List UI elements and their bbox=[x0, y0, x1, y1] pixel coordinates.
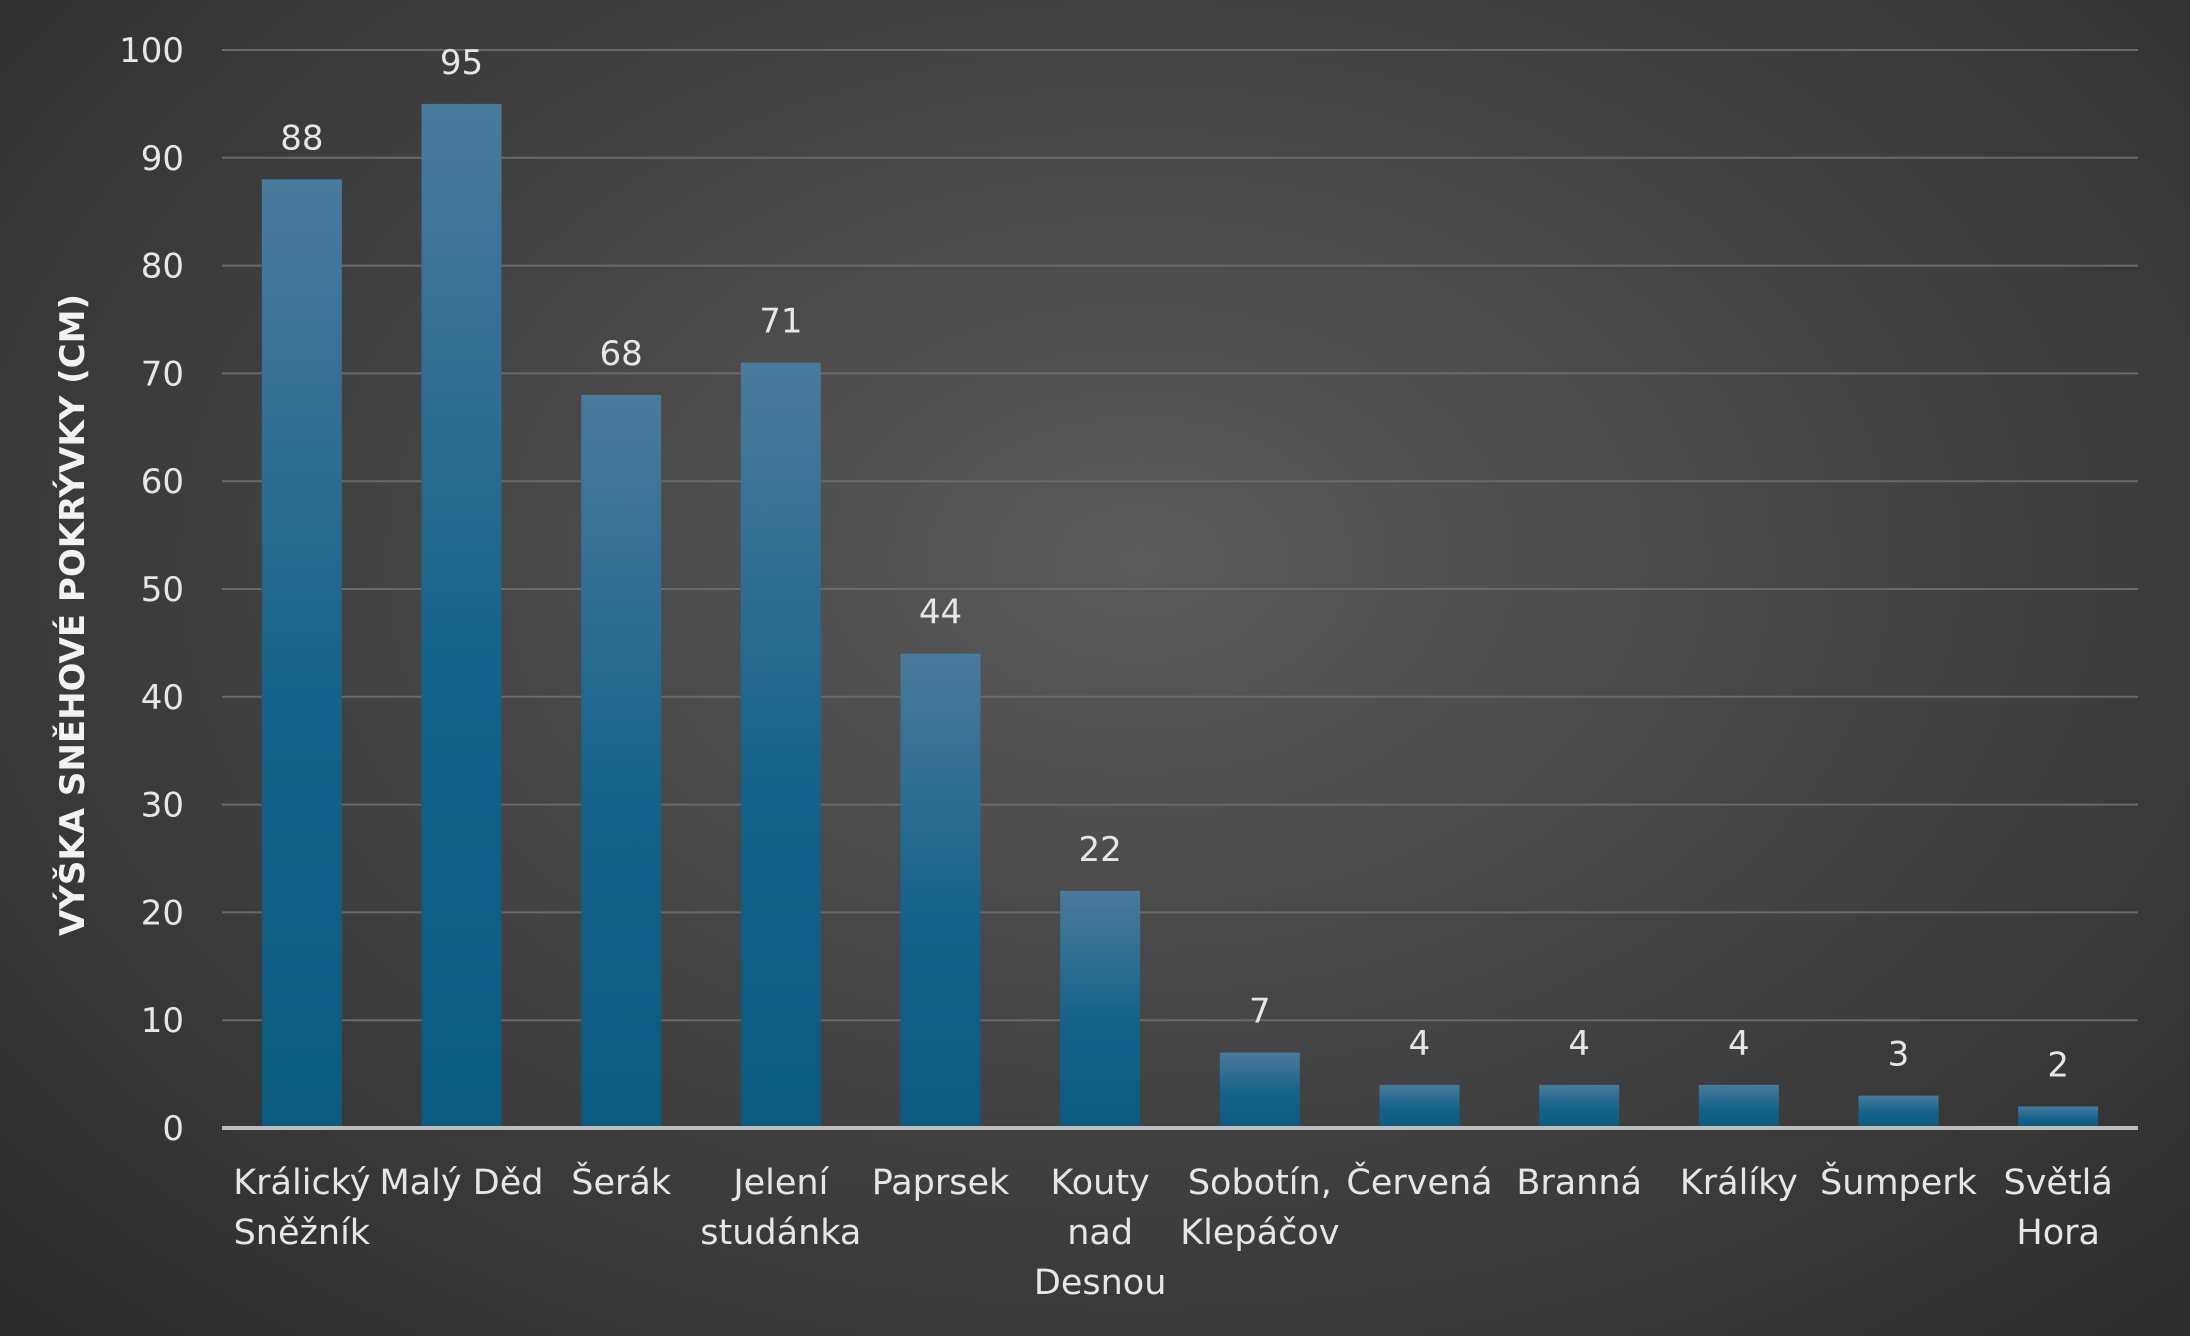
y-tick-label: 70 bbox=[141, 354, 184, 394]
data-label: 88 bbox=[280, 118, 323, 158]
bar bbox=[1219, 1052, 1300, 1128]
category-label: Paprsek bbox=[872, 1163, 1010, 1203]
category-label: Jelení studánka bbox=[700, 1163, 861, 1253]
category-label: Králický Sněžník bbox=[233, 1163, 371, 1253]
data-label: 95 bbox=[440, 43, 483, 83]
y-tick-label: 30 bbox=[141, 786, 184, 826]
category-label: Malý Děd bbox=[380, 1163, 544, 1203]
data-label: 4 bbox=[1568, 1024, 1590, 1064]
data-label: 4 bbox=[1728, 1024, 1750, 1064]
y-tick-label: 40 bbox=[141, 678, 184, 718]
category-label: Šumperk bbox=[1820, 1161, 1978, 1203]
bar bbox=[421, 103, 502, 1128]
bar bbox=[1060, 890, 1141, 1128]
y-tick-label: 100 bbox=[119, 31, 184, 71]
bar bbox=[1698, 1084, 1779, 1128]
data-label: 4 bbox=[1409, 1024, 1431, 1064]
data-label: 7 bbox=[1249, 992, 1271, 1032]
bars bbox=[261, 103, 2099, 1129]
category-label: Kouty nad Desnou bbox=[1034, 1163, 1167, 1303]
y-tick-label: 80 bbox=[141, 247, 184, 287]
data-label: 68 bbox=[600, 334, 643, 374]
data-label: 44 bbox=[919, 593, 962, 633]
category-label: Šerák bbox=[571, 1161, 672, 1203]
bar bbox=[1379, 1084, 1460, 1128]
y-tick-label: 10 bbox=[141, 1001, 184, 1041]
bar bbox=[581, 394, 662, 1129]
y-tick-label: 0 bbox=[162, 1109, 184, 1149]
y-axis-title: VÝŠKA SNĚHOVÉ POKRÝVKY (CM) bbox=[52, 294, 93, 936]
bar bbox=[1858, 1095, 1939, 1128]
y-tick-label: 20 bbox=[141, 893, 184, 933]
data-label: 22 bbox=[1079, 830, 1122, 870]
category-label: Králíky bbox=[1680, 1163, 1798, 1203]
data-label: 2 bbox=[2047, 1045, 2069, 1085]
y-tick-label: 60 bbox=[141, 462, 184, 502]
category-label: Sobotín, Klepáčov bbox=[1180, 1163, 1339, 1253]
bar bbox=[900, 653, 981, 1128]
bar bbox=[261, 179, 342, 1129]
bar bbox=[1539, 1084, 1620, 1128]
bar bbox=[740, 362, 821, 1128]
y-tick-label: 50 bbox=[141, 570, 184, 610]
gridlines bbox=[222, 49, 2138, 1022]
category-label: Světlá Hora bbox=[2003, 1163, 2112, 1253]
y-tick-label: 90 bbox=[141, 139, 184, 179]
data-label: 3 bbox=[1888, 1035, 1910, 1075]
bar bbox=[2018, 1106, 2099, 1128]
category-label: Červená bbox=[1346, 1161, 1492, 1203]
category-label: Branná bbox=[1516, 1163, 1642, 1203]
data-label: 71 bbox=[759, 302, 802, 342]
y-axis-ticks: 0 10 20 30 40 50 60 70 80 90 100 bbox=[119, 31, 184, 1149]
